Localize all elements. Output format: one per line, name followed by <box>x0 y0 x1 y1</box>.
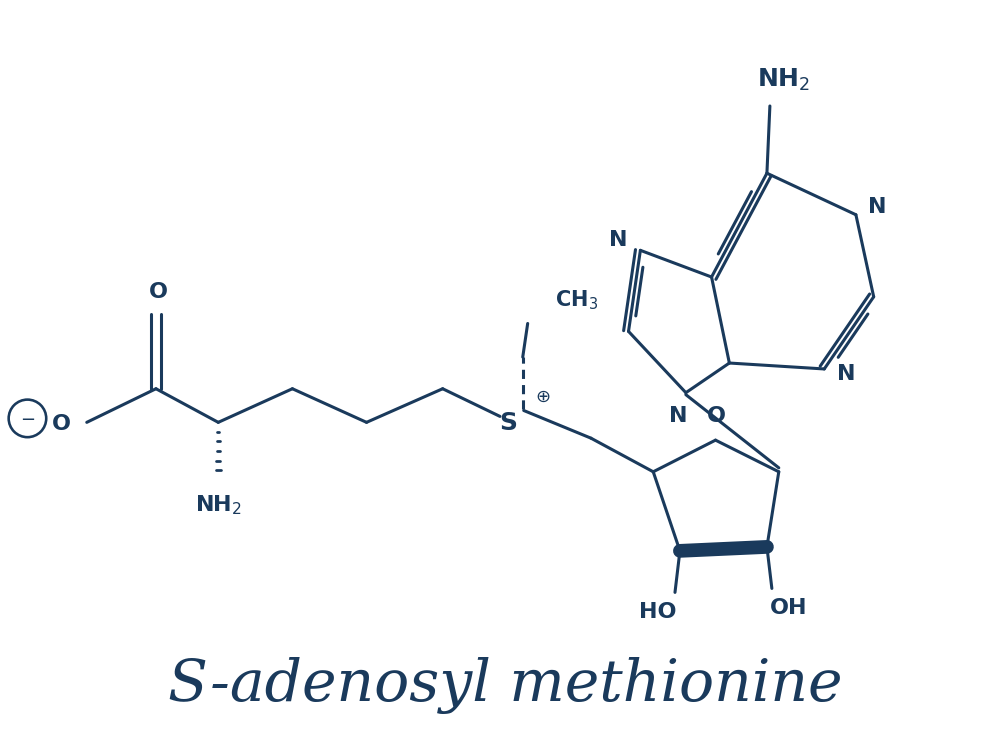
Text: NH$_2$: NH$_2$ <box>757 67 810 94</box>
Text: N: N <box>669 406 687 426</box>
Text: $-$: $-$ <box>20 409 35 428</box>
Text: $\oplus$: $\oplus$ <box>535 387 550 406</box>
Text: OH: OH <box>770 598 807 618</box>
Text: S: S <box>499 412 517 436</box>
Text: NH$_2$: NH$_2$ <box>195 493 242 518</box>
Text: S-adenosyl methionine: S-adenosyl methionine <box>168 657 842 713</box>
Text: HO: HO <box>639 602 677 622</box>
Text: CH$_3$: CH$_3$ <box>555 288 598 311</box>
Text: O: O <box>148 282 167 302</box>
Text: O: O <box>707 406 726 426</box>
Text: N: N <box>837 364 855 384</box>
Text: N: N <box>868 197 887 217</box>
Text: N: N <box>609 230 628 251</box>
Text: O: O <box>52 414 71 434</box>
